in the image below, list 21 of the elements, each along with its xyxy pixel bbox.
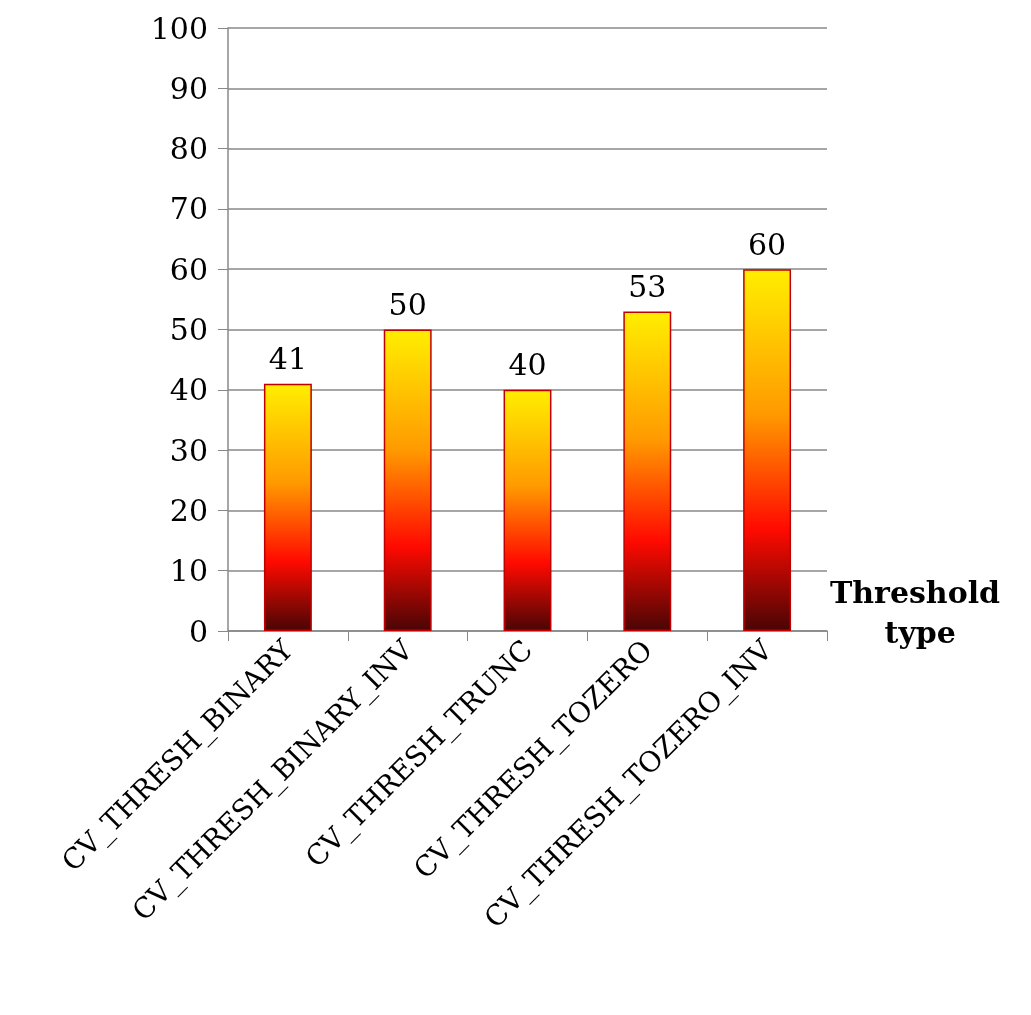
y-tick-label: 100 xyxy=(150,10,208,46)
y-tick-label: 30 xyxy=(169,432,208,468)
bar xyxy=(503,389,552,631)
y-tick-label: 70 xyxy=(169,191,208,227)
y-tick-label: 60 xyxy=(169,251,208,287)
bar xyxy=(743,269,792,631)
data-label: 41 xyxy=(268,341,307,377)
bar xyxy=(263,383,312,631)
y-tick-label: 50 xyxy=(169,312,208,347)
bar xyxy=(623,311,672,631)
y-tick-label: 90 xyxy=(169,70,208,106)
y-tick-label: 20 xyxy=(169,492,208,528)
y-tick-label: 40 xyxy=(169,372,208,408)
bar xyxy=(383,329,432,631)
y-tick-label: 10 xyxy=(169,553,208,589)
data-label: 60 xyxy=(748,226,787,262)
data-label: 53 xyxy=(628,268,667,304)
data-label: 50 xyxy=(388,287,427,322)
y-tick-label: 80 xyxy=(169,131,208,167)
data-label: 40 xyxy=(508,347,547,383)
x-axis-title: Threshold type xyxy=(829,574,1001,650)
